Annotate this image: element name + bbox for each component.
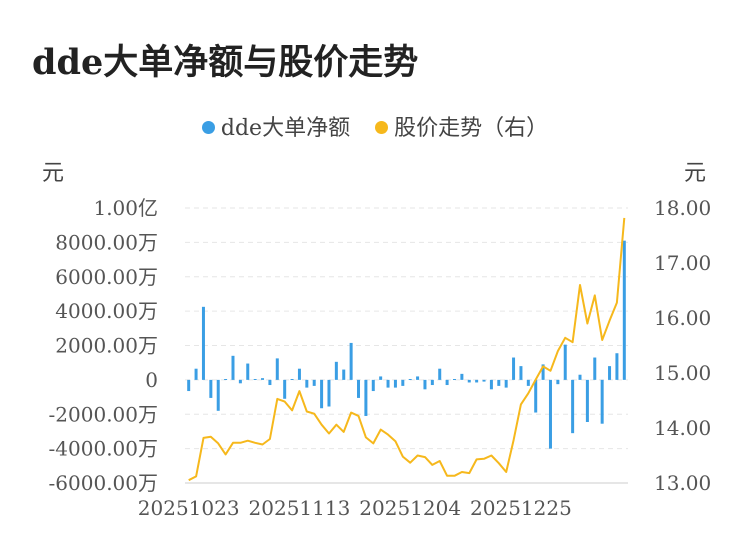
bar (401, 379, 405, 386)
x-tick-label: 20251023 (138, 496, 240, 520)
bar (187, 379, 191, 392)
bar (438, 368, 442, 380)
y-left-tick-label: 2000.00万 (55, 334, 158, 358)
bar (209, 379, 213, 398)
y-right-tick-label: 13.00 (654, 471, 711, 495)
x-tick-label: 20251225 (470, 496, 572, 520)
bar (224, 379, 228, 381)
y-left-tick-label: 4000.00万 (55, 299, 158, 323)
bar (305, 379, 309, 388)
bar (534, 379, 538, 413)
bar (416, 376, 420, 380)
legend-label-dde: dde大单净额 (220, 116, 351, 141)
bar (312, 379, 316, 386)
y-left-tick-label: 6000.00万 (55, 265, 158, 289)
bar (231, 355, 235, 380)
bar (578, 374, 582, 380)
y-left-tick-label: -2000.00万 (49, 402, 158, 426)
bar (541, 364, 545, 380)
bar (275, 358, 279, 380)
bar (297, 368, 301, 380)
bar (489, 379, 493, 390)
bar (320, 379, 324, 409)
bar (290, 379, 294, 381)
y-left-tick-label: 0 (145, 368, 158, 392)
y-right-tick-label: 18.00 (654, 196, 711, 220)
bar (497, 379, 501, 386)
bar (216, 379, 220, 411)
bar (364, 379, 368, 416)
bar (408, 379, 412, 381)
bar (423, 379, 427, 390)
bar (526, 379, 530, 386)
bar (393, 379, 397, 388)
legend-dot-line-icon (375, 121, 389, 134)
bar (268, 379, 272, 386)
x-tick-label: 20251113 (249, 496, 351, 520)
bar (563, 344, 567, 380)
bar (548, 379, 552, 449)
bar (556, 379, 560, 385)
bar (571, 379, 575, 434)
bar (482, 379, 486, 382)
left-axis-unit: 元 (42, 161, 65, 186)
bar (460, 373, 464, 380)
bar (334, 361, 338, 380)
legend-item-price[interactable]: 股价走势（右） (375, 110, 548, 142)
bar (246, 363, 250, 380)
bar (201, 306, 205, 380)
bar (593, 357, 597, 380)
legend-label-price: 股价走势（右） (394, 116, 549, 141)
y-left-tick-label: -6000.00万 (49, 471, 158, 495)
bar (253, 379, 257, 381)
bar (238, 379, 242, 384)
bar (504, 379, 508, 388)
chart-title: dde大单净额与股价走势 (32, 42, 419, 83)
bar (512, 357, 516, 380)
y-left-tick-label: -4000.00万 (49, 437, 158, 461)
legend: dde大单净额 股价走势（右） (0, 110, 750, 142)
bar (327, 379, 331, 407)
y-left-tick-label: 1.00亿 (93, 196, 158, 220)
bar (349, 342, 353, 380)
bar (430, 379, 434, 386)
bar (342, 369, 346, 380)
bar (386, 379, 390, 388)
x-tick-label: 20251204 (359, 496, 461, 520)
bar (622, 240, 626, 380)
price-line (188, 217, 626, 482)
y-right-tick-label: 17.00 (654, 251, 711, 275)
bar (452, 379, 456, 381)
legend-dot-bar-icon (201, 121, 215, 134)
bar (357, 379, 361, 398)
bar (519, 366, 523, 380)
bar (475, 379, 479, 383)
bar (283, 379, 287, 399)
y-right-tick-label: 14.00 (654, 416, 711, 440)
bar (261, 378, 265, 380)
y-left-tick-label: 8000.00万 (55, 230, 158, 254)
bar (445, 379, 449, 386)
bar (371, 379, 375, 392)
bar (379, 376, 383, 380)
bar (194, 368, 198, 380)
bar (600, 379, 604, 424)
bar (608, 366, 612, 380)
bar (615, 353, 619, 380)
legend-item-dde[interactable]: dde大单净额 (201, 110, 351, 142)
right-axis-unit: 元 (684, 161, 707, 186)
bar (585, 379, 589, 422)
bar (467, 379, 471, 383)
y-right-tick-label: 16.00 (654, 306, 711, 330)
y-right-tick-label: 15.00 (654, 361, 711, 385)
